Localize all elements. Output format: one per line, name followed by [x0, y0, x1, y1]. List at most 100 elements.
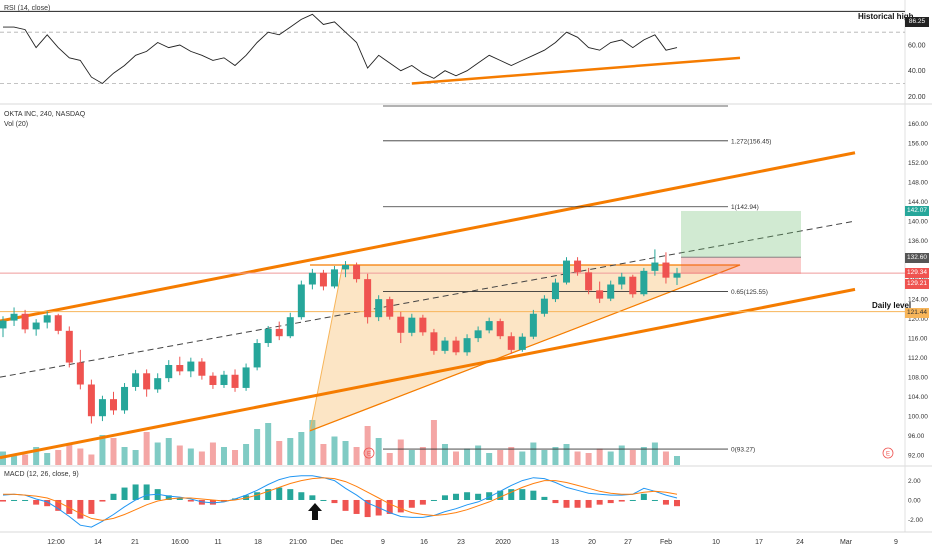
time-tick-label: 17 [755, 539, 763, 546]
volume-bar [464, 448, 471, 465]
candle-body [43, 315, 51, 323]
rsi-tick-label: 20.00 [908, 94, 926, 101]
volume-bar [541, 450, 548, 465]
volume-bar [364, 426, 371, 465]
volume-bar [232, 450, 239, 465]
volume-bar [486, 453, 493, 465]
price-tick-label: 152.00 [908, 160, 928, 167]
volume-bar [453, 451, 460, 465]
fib-label-1: 1(142.94) [731, 204, 759, 211]
rsi-tick-label: 60.00 [908, 43, 926, 50]
volume-bar [419, 447, 426, 465]
macd-histogram-bar [497, 490, 504, 500]
macd-tick-label: 2.00 [908, 478, 921, 485]
candle-body [76, 362, 84, 385]
macd-histogram-bar [453, 493, 460, 500]
volume-bar [674, 456, 680, 465]
price-tick-label: 148.00 [908, 180, 928, 187]
macd-histogram-bar [386, 499, 393, 514]
candle-body [143, 373, 151, 390]
candle-body [319, 272, 327, 287]
channel-midline [0, 220, 856, 378]
candle-body [264, 328, 272, 344]
macd-histogram-bar [640, 493, 647, 500]
candle-body [231, 374, 239, 388]
candle-body [275, 328, 283, 337]
time-tick-label: 9 [894, 539, 898, 546]
candle-body [607, 284, 615, 299]
volume-bar [198, 451, 205, 465]
price-tick-label: 100.00 [908, 414, 928, 421]
earnings-icon-label: E [367, 452, 371, 458]
macd-histogram-bar [651, 499, 658, 501]
time-tick-label: 24 [796, 539, 804, 546]
volume-bar [519, 451, 526, 465]
candle-body [618, 276, 626, 285]
volume-bar [287, 438, 294, 465]
candle-body [198, 361, 206, 376]
candle-body [496, 321, 504, 337]
volume-bar [629, 450, 636, 465]
time-tick-label: 16:00 [171, 539, 189, 546]
volume-bar [353, 447, 360, 465]
volume-bar [320, 444, 327, 465]
macd-histogram-bar [419, 499, 426, 505]
candle-body [10, 313, 18, 321]
macd-tick-label: -2.00 [908, 517, 923, 524]
volume-bar [574, 451, 581, 465]
candle-body [518, 336, 526, 350]
price-tick-label: 92.00 [908, 453, 925, 460]
price-tick-label: 136.00 [908, 238, 928, 245]
fib-label-0: 0(93.27) [731, 447, 755, 454]
volume-bar [552, 447, 559, 465]
candle-body [640, 270, 648, 295]
candle-body [662, 262, 670, 278]
macd-histogram-bar [55, 499, 62, 511]
candle-body [386, 299, 394, 317]
macd-histogram-bar [254, 492, 261, 500]
candle-body [485, 321, 493, 331]
volume-bar [342, 441, 349, 465]
price-tick-label: 96.00 [908, 433, 925, 440]
macd-histogram-bar [596, 499, 603, 505]
price-tick-label: 160.00 [908, 121, 928, 128]
time-tick-label: 21 [131, 539, 139, 546]
macd-histogram-bar [629, 499, 636, 501]
price-tick-label: 108.00 [908, 375, 928, 382]
candle-body [540, 298, 548, 314]
time-tick-label: 13 [551, 539, 559, 546]
volume-bar [66, 444, 73, 465]
time-tick-label: 11 [214, 539, 221, 546]
volume-bar [265, 423, 272, 465]
macd-histogram-bar [441, 495, 448, 500]
macd-histogram-bar [276, 487, 283, 500]
volume-bar [22, 454, 29, 465]
symbol-label: OKTA INC, 240, NASDAQ [4, 111, 86, 118]
macd-histogram-bar [563, 499, 570, 508]
volume-bar [143, 432, 150, 465]
volume-bar [651, 442, 658, 465]
price-tick-label: 112.00 [908, 355, 928, 362]
volume-bar [497, 450, 504, 465]
macd-histogram-bar [662, 499, 669, 505]
price-tick-label: 144.00 [908, 199, 928, 206]
volume-bar [254, 429, 261, 465]
candle-body [242, 367, 250, 388]
volume-bar [276, 441, 283, 465]
candle-body [651, 262, 659, 271]
volume-bar [618, 445, 625, 465]
candle-body [132, 373, 140, 387]
macd-histogram-bar [0, 499, 6, 502]
macd-histogram-bar [585, 499, 592, 508]
time-tick-label: 10 [712, 539, 720, 546]
candle-body [54, 315, 62, 331]
channel-lower-line [0, 287, 856, 460]
rsi-trendline [411, 56, 741, 85]
candle-body [308, 272, 316, 285]
volume-bar [298, 432, 305, 465]
volume-bar [243, 444, 250, 465]
macd-histogram-bar [44, 499, 51, 507]
candle-body [87, 384, 95, 417]
candle-body [585, 272, 593, 291]
fib-label-0.65: 0.65(125.55) [731, 289, 768, 296]
